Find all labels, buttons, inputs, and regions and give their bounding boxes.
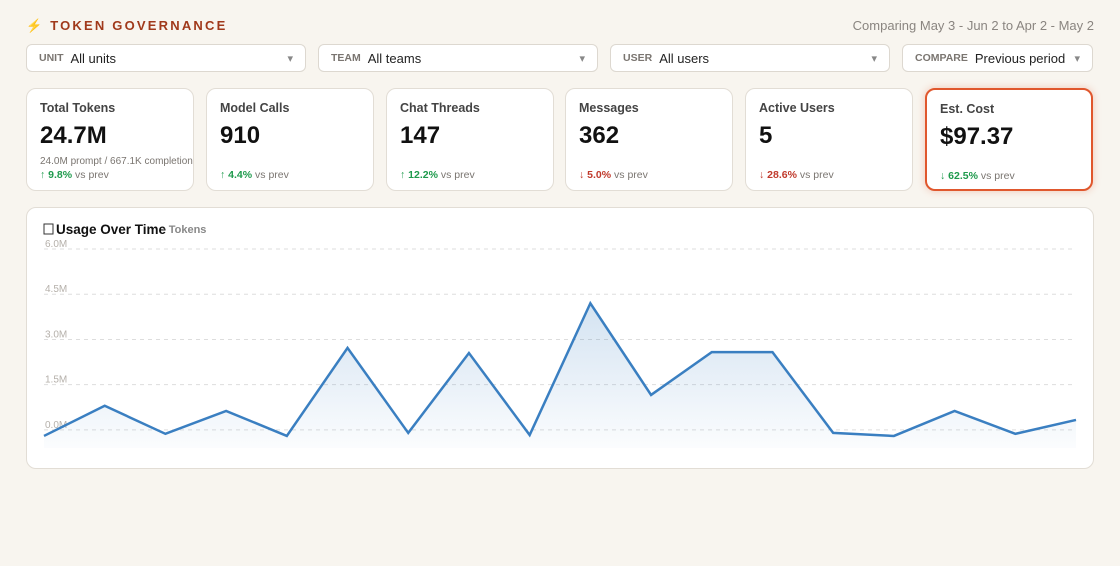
filter-select[interactable]: USER All users ▾ [610,44,890,72]
chevron: ▾ [871,52,877,65]
filter-value: Previous period [974,50,1066,66]
kpi-value: 24.7M [40,122,107,149]
kpi-value: $97.37 [940,123,1014,150]
kpi-card: Total Tokens 24.7M 24.0M prompt / 667.1K c… [26,88,194,191]
y-tick-label: 3.0M [45,329,67,340]
change-value: ↑ 9.8% [40,169,73,181]
chart-title: Usage Over Time [56,222,167,237]
kpi-card: Chat Threads 147 ↑ 12.2% vs prev [386,88,554,191]
kpi-label: Total Tokens [40,101,116,115]
filter-label: USER [623,52,653,64]
kpi-card: Active Users 5 ↓ 28.6% vs prev [745,88,913,191]
kpi-label: Active Users [759,101,835,115]
kpi-label: Messages [579,101,639,115]
filter-value: All units [70,50,117,66]
kpi-card: Messages 362 ↓ 5.0% vs prev [565,88,733,191]
chart-subtitle: · Tokens [162,224,206,236]
chevron: ▾ [1074,52,1080,65]
change-value: ↓ 28.6% [759,169,797,181]
filter-value: All teams [367,50,422,66]
filter-select[interactable]: UNIT All units ▾ [26,44,306,72]
change-compare: vs prev [980,170,1015,182]
kpi-change: ↓ 28.6% vs prev [759,169,834,181]
y-tick-label: 0.0M [45,420,67,431]
kpi-change: ↓ 5.0% vs prev [579,169,648,181]
filter-label: TEAM [331,52,361,64]
change-compare: vs prev [614,169,648,181]
change-value: ↑ 12.2% [400,169,438,181]
chevron: ▾ [287,52,293,65]
change-value: ↑ 4.4% [220,169,253,181]
y-tick-label: 6.0M [45,239,67,250]
kpi-value: 362 [579,122,620,149]
kpi-card: Est. Cost $97.37 ↓ 62.5% vs prev [925,88,1093,191]
kpi-value: 910 [220,122,261,149]
kpi-change: ↑ 9.8% vs prev [40,169,109,181]
change-compare: vs prev [255,169,289,181]
filter-value: All users [659,50,710,66]
comparison-range: Comparing May 3 - Jun 2 to Apr 2 - May 2 [852,18,1094,33]
area [44,303,1076,448]
chart-icon [43,223,54,235]
line [43,300,1077,438]
y-tick-label: 4.5M [45,284,67,295]
filter-label: UNIT [39,52,64,64]
change-compare: vs prev [440,169,475,181]
kpi-value: 147 [400,122,441,149]
kpi-detail: 24.0M prompt / 667.1K completion [40,156,193,167]
change-value: ↓ 5.0% [579,169,612,181]
change-compare: vs prev [799,169,834,181]
kpi-label: Model Calls [220,101,290,115]
change-compare: vs prev [75,169,109,181]
app-title: ⚡ TOKEN GOVERNANCE [26,18,228,33]
kpi-value: 5 [759,122,773,149]
kpi-card: Model Calls 910 ↑ 4.4% vs prev [206,88,374,191]
filter-select[interactable]: COMPARE Previous period ▾ [902,44,1093,72]
kpi-change: ↑ 12.2% vs prev [400,169,475,181]
change-value: ↓ 62.5% [940,170,978,182]
chevron: ▾ [579,52,585,65]
kpi-change: ↑ 4.4% vs prev [220,169,289,181]
kpi-label: Est. Cost [940,102,995,116]
y-tick-label: 1.5M [45,375,67,386]
filter-select[interactable]: TEAM All teams ▾ [318,44,598,72]
filter-label: COMPARE [915,52,968,64]
kpi-change: ↓ 62.5% vs prev [940,170,1015,182]
kpi-label: Chat Threads [400,101,480,115]
